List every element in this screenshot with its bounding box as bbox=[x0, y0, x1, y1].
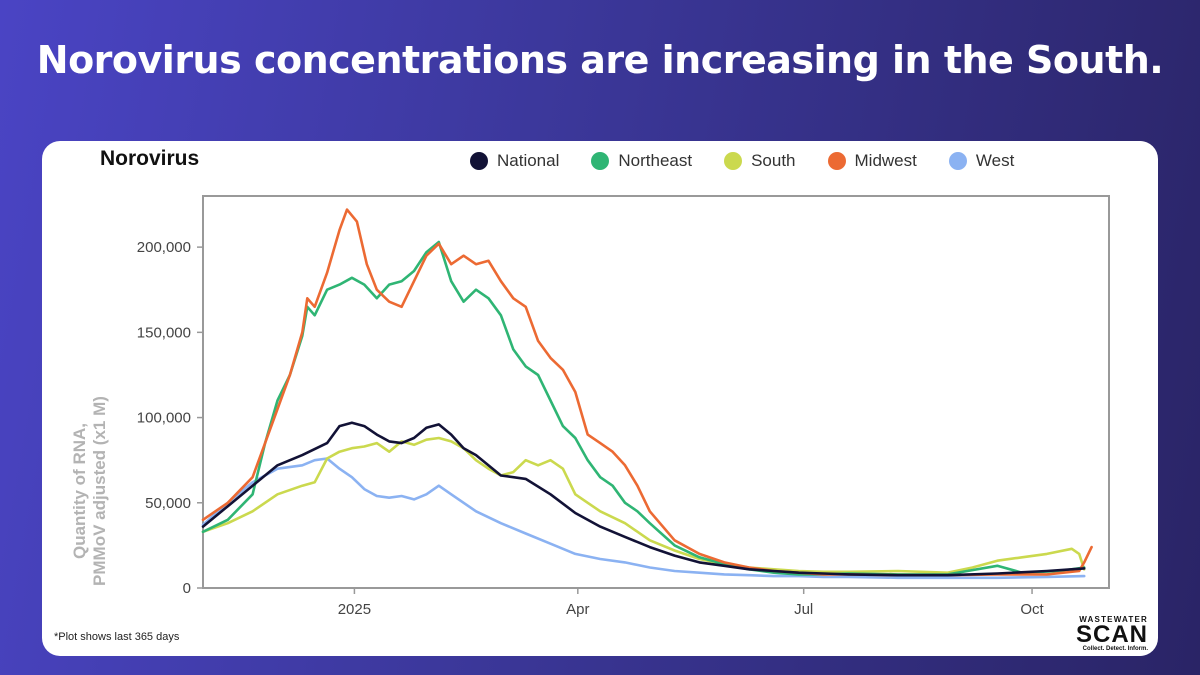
legend-label-west: West bbox=[975, 151, 1015, 170]
x-ticks: 2025 Apr Jul Oct bbox=[338, 588, 1045, 618]
y-tick-label-1: 50,000 bbox=[145, 495, 191, 512]
legend-item-midwest[interactable]: Midwest bbox=[827, 151, 917, 171]
legend-dot-midwest bbox=[827, 152, 846, 170]
legend-item-northeast[interactable]: Northeast bbox=[591, 151, 692, 171]
legend-dot-national bbox=[470, 152, 488, 170]
logo-line3: Collect. Detect. Inform. bbox=[1082, 646, 1148, 652]
y-tick-label-3: 150,000 bbox=[137, 324, 191, 341]
x-tick-label-1: Apr bbox=[566, 601, 589, 618]
legend-label-national: National bbox=[497, 151, 560, 170]
series-line-northeast bbox=[201, 240, 1086, 576]
y-ticks: 0 50,000 100,000 150,000 200,000 bbox=[137, 239, 203, 597]
series-lines bbox=[201, 208, 1093, 580]
legend-item-south[interactable]: South bbox=[724, 151, 796, 171]
y-tick-label-0: 0 bbox=[183, 580, 191, 597]
x-tick-label-0: 2025 bbox=[338, 601, 371, 618]
x-tick-label-2: Jul bbox=[794, 601, 813, 618]
footnote: *Plot shows last 365 days bbox=[54, 631, 180, 643]
plot-svg: 0 50,000 100,000 150,000 200,000 2025 Apr Jul O… bbox=[137, 195, 1110, 618]
series-line-west bbox=[201, 457, 1086, 580]
legend-label-south: South bbox=[751, 151, 796, 170]
legend: National Northeast South Midwest West bbox=[470, 151, 1046, 171]
legend-item-national[interactable]: National bbox=[470, 151, 559, 171]
legend-dot-northeast bbox=[591, 152, 610, 170]
logo-line1: WASTEWATER bbox=[1079, 615, 1148, 624]
legend-item-west[interactable]: West bbox=[948, 151, 1015, 171]
y-tick-label-2: 100,000 bbox=[137, 410, 191, 427]
legend-dot-west bbox=[948, 152, 967, 170]
series-line-south bbox=[201, 436, 1086, 575]
legend-label-northeast: Northeast bbox=[618, 151, 693, 170]
legend-dot-south bbox=[724, 152, 743, 170]
chart-title: Norovirus bbox=[100, 147, 200, 170]
x-tick-label-3: Oct bbox=[1020, 601, 1044, 618]
headline: Norovirus concentrations are increasing … bbox=[36, 38, 1164, 82]
plot-frame bbox=[202, 195, 1110, 589]
wastewater-scan-logo: WASTEWATER SCAN Collect. Detect. Inform. bbox=[1076, 615, 1148, 652]
chart-card: Norovirus National Northeast South Midwe… bbox=[42, 141, 1158, 656]
series-line-national bbox=[201, 421, 1086, 577]
y-tick-label-4: 200,000 bbox=[137, 239, 191, 256]
logo-line2: SCAN bbox=[1076, 621, 1149, 648]
legend-label-midwest: Midwest bbox=[854, 151, 917, 170]
